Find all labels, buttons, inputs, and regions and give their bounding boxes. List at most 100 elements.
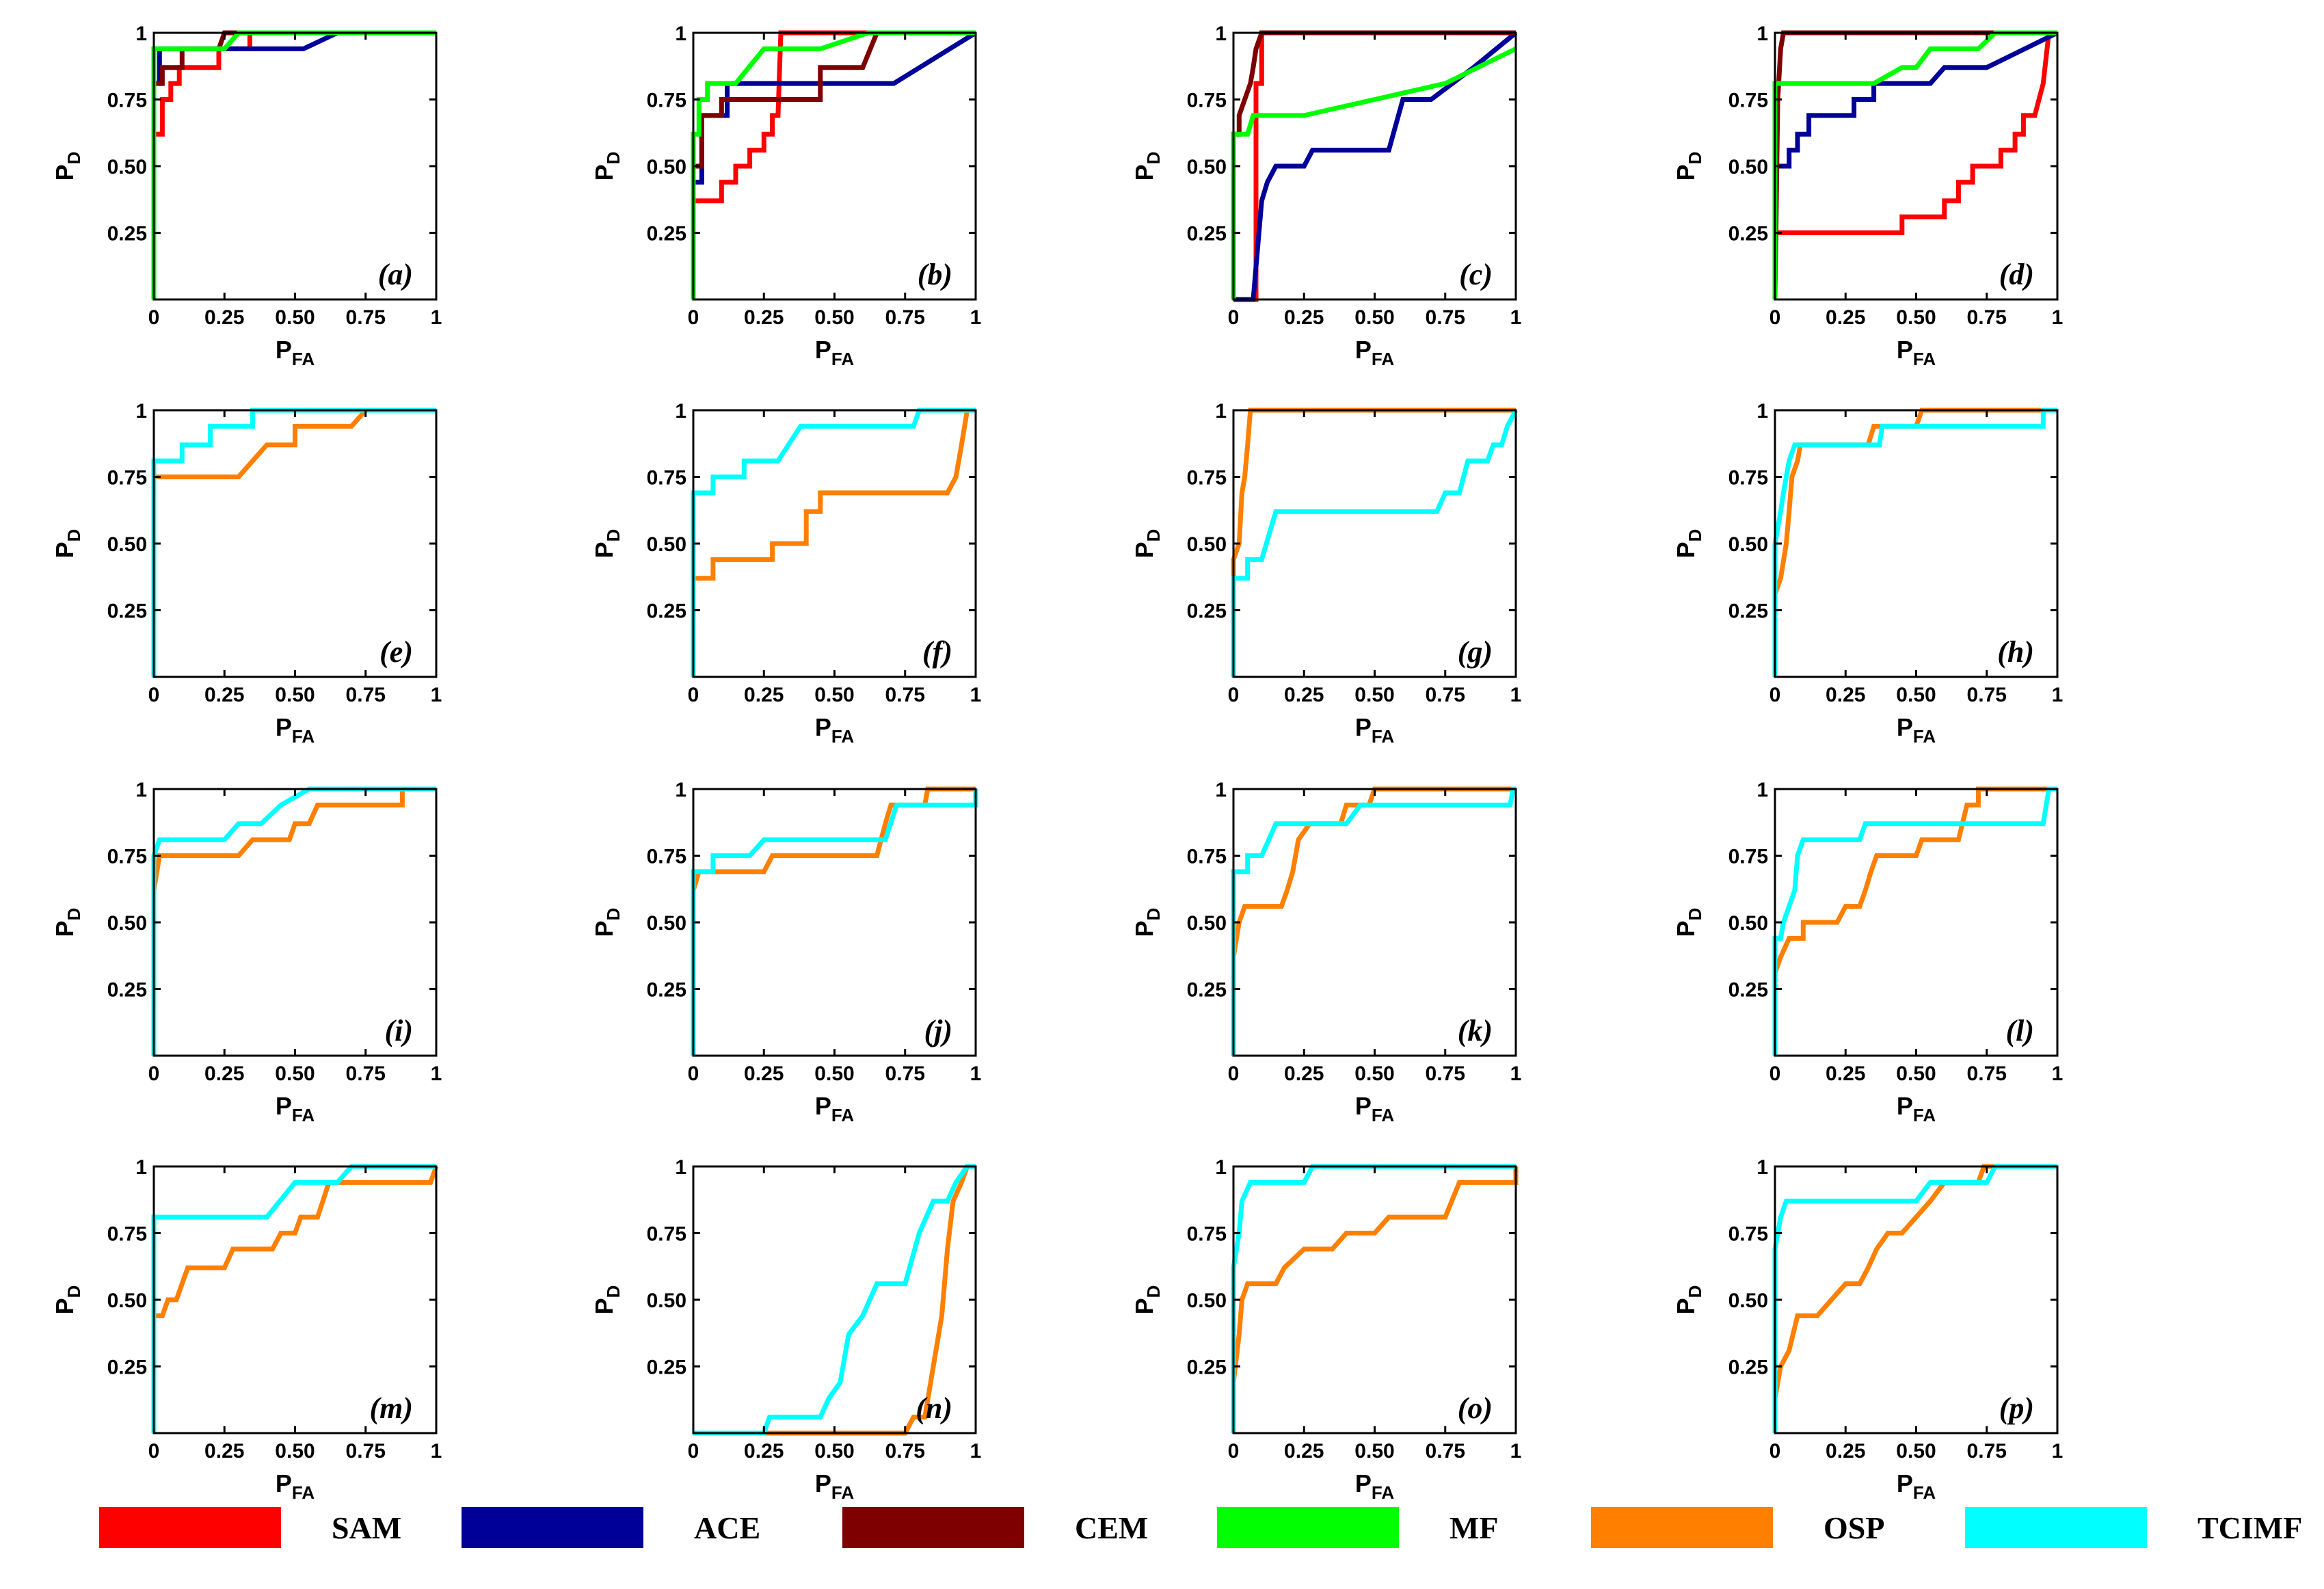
x-axis-label: PFA (276, 1092, 315, 1125)
x-tick-label: 0 (688, 1063, 699, 1085)
y-tick-label: 1 (675, 400, 686, 423)
y-tick-label: 0.25 (1728, 1357, 1768, 1379)
y-tick-label: 1 (1215, 779, 1227, 801)
x-axis-label: PFA (815, 336, 854, 369)
x-axis-label: PFA (276, 1469, 315, 1503)
x-tick-label: 0.25 (1826, 1063, 1865, 1085)
x-tick-label: 0.50 (1896, 306, 1936, 329)
panel-label: (i) (384, 1014, 413, 1047)
x-axis-label: PFA (815, 1092, 854, 1125)
x-tick-label: 1 (431, 306, 442, 329)
x-tick-label: 0 (1769, 684, 1781, 706)
x-tick-label: 0 (1228, 1440, 1240, 1463)
x-tick-label: 1 (2052, 1440, 2063, 1463)
y-axis-label-sub: D (64, 529, 84, 542)
x-tick-label: 0.50 (1896, 684, 1936, 706)
y-tick-label: 1 (1757, 400, 1768, 423)
y-axis-label: PD (1672, 152, 1705, 181)
x-axis-label-main: P (815, 1469, 831, 1497)
x-tick-label: 0.25 (204, 1440, 244, 1463)
series-line-ace (1772, 30, 2059, 299)
x-axis-label-main: P (1897, 336, 1913, 364)
y-tick-label: 0.75 (1728, 846, 1768, 868)
x-tick-label: 0.50 (814, 1440, 854, 1463)
y-axis-label-main: P (51, 920, 79, 937)
y-tick-label: 0.50 (647, 912, 686, 935)
y-axis-label: PD (1130, 529, 1164, 559)
series-line-sam (691, 30, 976, 299)
x-tick-label: 0.25 (744, 1063, 784, 1085)
y-tick-label: 0.50 (1187, 533, 1227, 556)
x-axis-label-sub: FA (831, 1482, 854, 1503)
series-line-osp (691, 408, 976, 677)
series-line-tcimf (1772, 786, 2057, 1056)
x-tick-label: 0 (148, 684, 160, 706)
x-tick-label: 1 (431, 1440, 442, 1463)
y-tick-label: 0.50 (1728, 156, 1768, 178)
legend-label-cem: CEM (1075, 1510, 1148, 1545)
y-tick-label: 0.25 (647, 600, 686, 623)
y-tick-label: 0.25 (107, 979, 147, 1002)
x-axis-label: PFA (276, 713, 315, 747)
x-axis-label: PFA (1355, 713, 1394, 747)
y-tick-label: 0.75 (107, 467, 147, 490)
x-tick-label: 0.75 (1967, 684, 2007, 706)
x-axis-label-main: P (815, 336, 831, 364)
x-axis-label-main: P (276, 1469, 292, 1497)
x-tick-label: 0 (688, 306, 699, 329)
panel-label: (g) (1458, 635, 1493, 669)
x-tick-label: 1 (970, 1063, 982, 1085)
panel-label: (o) (1458, 1391, 1493, 1425)
y-axis-label: PD (51, 908, 84, 937)
series-line-sam (1772, 30, 2057, 299)
y-axis-label: PD (1130, 152, 1164, 181)
y-axis-label-sub: D (64, 152, 84, 165)
legend-swatch-mf (1217, 1507, 1399, 1548)
x-tick-label: 0 (148, 1063, 160, 1085)
x-tick-label: 0 (1228, 1063, 1240, 1085)
x-tick-label: 1 (970, 306, 982, 329)
x-tick-label: 0.75 (1426, 1063, 1465, 1085)
y-axis-label-main: P (51, 1298, 79, 1314)
y-tick-label: 0.75 (1728, 1223, 1768, 1246)
x-axis-label-main: P (1355, 1469, 1372, 1497)
y-tick-label: 1 (675, 1156, 686, 1179)
x-axis-label: PFA (1897, 1469, 1936, 1503)
x-tick-label: 0.75 (1426, 684, 1465, 706)
x-axis-label: PFA (1355, 1469, 1394, 1503)
panel-label: (d) (1999, 258, 2034, 291)
y-tick-label: 0.50 (647, 533, 686, 556)
panel-label: (b) (918, 258, 952, 291)
x-tick-label: 0.50 (1354, 1440, 1394, 1463)
legend: SAM ACE CEM MF OSP TCIMF (99, 1507, 2302, 1548)
x-tick-label: 0.75 (346, 684, 386, 706)
y-axis-label: PD (590, 152, 624, 181)
panel-label: (c) (1459, 258, 1493, 291)
y-tick-label: 0.25 (647, 979, 686, 1002)
x-tick-label: 0 (1228, 684, 1240, 706)
panel-label: (p) (1999, 1391, 2034, 1425)
series-line-osp (693, 1164, 976, 1436)
series-line-tcimf (1231, 786, 1516, 1056)
legend-label-osp: OSP (1824, 1510, 1884, 1545)
x-tick-label: 0.25 (204, 1063, 244, 1085)
series-line-tcimf (1772, 1164, 2057, 1433)
x-axis-label-main: P (815, 713, 831, 741)
y-tick-label: 0.75 (107, 1223, 147, 1246)
y-axis-label-main: P (1672, 542, 1700, 558)
y-tick-label: 0.25 (107, 600, 147, 623)
x-tick-label: 0.50 (275, 1440, 315, 1463)
x-tick-label: 0.25 (744, 1440, 784, 1463)
x-tick-label: 1 (1510, 684, 1522, 706)
y-axis-label-sub: D (1685, 1285, 1705, 1298)
x-tick-label: 1 (1510, 1063, 1522, 1085)
x-axis-label-sub: FA (292, 1105, 315, 1125)
x-axis-label: PFA (1897, 336, 1936, 369)
x-tick-label: 0.75 (346, 1440, 386, 1463)
y-axis-label-sub: D (1685, 152, 1705, 165)
x-axis-label-sub: FA (1372, 1482, 1394, 1503)
